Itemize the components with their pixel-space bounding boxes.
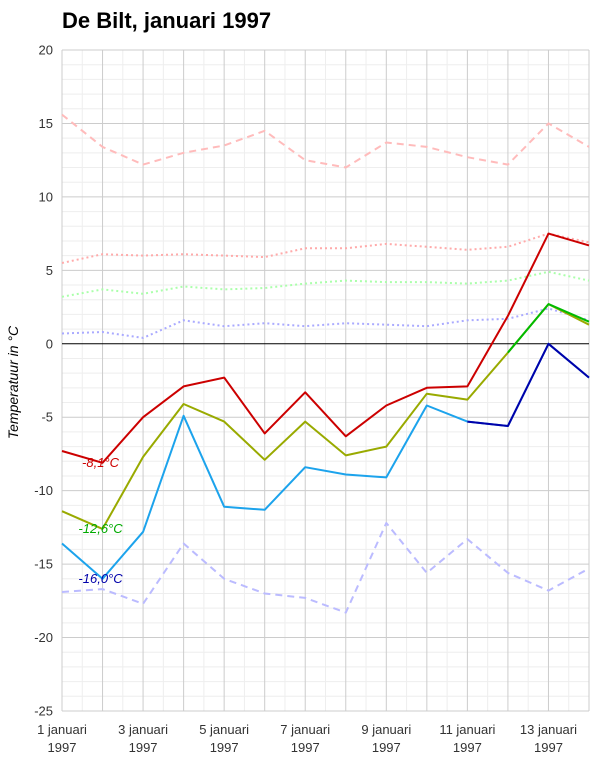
major-gridlines (61, 49, 590, 712)
min-value-annotations: -8,1°C -12,6°C -16,0°C (78, 455, 123, 586)
x-tick-label: 3 januari 1997 (118, 722, 168, 755)
y-tick-label: -10 (34, 483, 53, 498)
value-annotation: -8,1°C (82, 455, 120, 470)
x-tick-label: 1 januari 1997 (37, 722, 87, 755)
value-annotation: -16,0°C (78, 571, 123, 586)
x-tick-labels: 1 januari 1997 3 januari 1997 5 januari 1997 7… (37, 722, 577, 755)
value-annotation: -12,6°C (78, 521, 123, 536)
y-tick-label: 20 (39, 43, 53, 58)
chart-title: De Bilt, januari 1997 (62, 8, 272, 33)
y-tick-label: 15 (39, 116, 53, 131)
x-tick-label: 7 januari 1997 (280, 722, 330, 755)
y-tick-labels: 20 15 10 5 0 -5 -10 -15 -20 -25 (34, 43, 53, 719)
y-tick-label: 10 (39, 189, 53, 204)
series-line-record-min (61, 522, 590, 614)
series-line-min-frost (467, 342, 590, 427)
series-line-normal-max (61, 232, 590, 264)
y-axis-label: Temperatuur in °C (5, 325, 21, 439)
y-tick-label: -15 (34, 557, 53, 572)
x-tick-label: 9 januari 1997 (361, 722, 411, 755)
x-tick-label: 11 januari 1997 (439, 722, 495, 755)
y-tick-label: 5 (46, 263, 53, 278)
series-lines (61, 113, 590, 614)
series-line-mean-warm (507, 303, 590, 354)
y-tick-label: -20 (34, 630, 53, 645)
y-tick-label: 0 (46, 336, 53, 351)
series-line-max (61, 232, 590, 464)
x-tick-label: 5 januari 1997 (199, 722, 249, 755)
y-tick-label: -5 (41, 410, 53, 425)
series-line-normal-mean (61, 270, 590, 298)
minor-gridlines (62, 50, 589, 711)
y-tick-label: -25 (34, 704, 53, 719)
series-line-mean (61, 303, 590, 530)
x-tick-label: 13 januari 1997 (520, 722, 577, 755)
series-line-record-max (61, 113, 590, 169)
